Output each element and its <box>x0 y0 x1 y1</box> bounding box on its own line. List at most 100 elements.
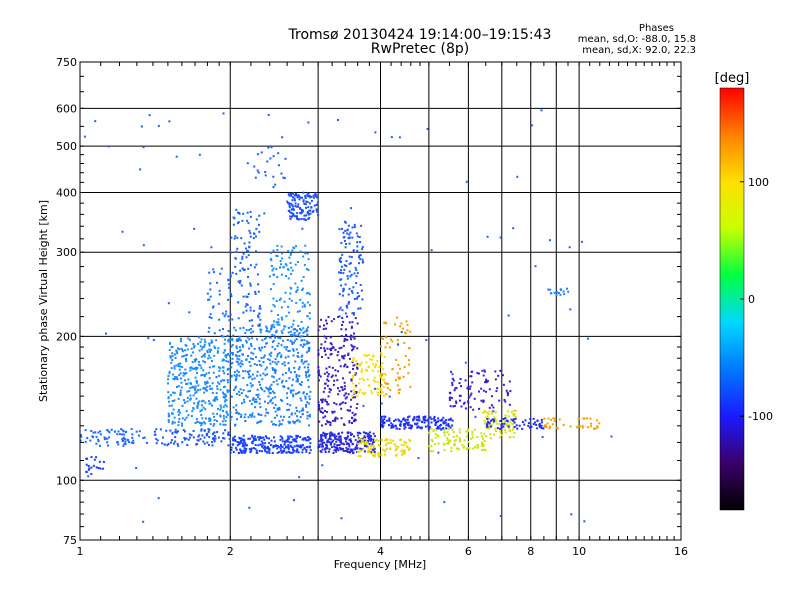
data-point <box>121 429 124 432</box>
data-point <box>329 353 332 356</box>
data-point <box>171 359 174 362</box>
data-point <box>170 439 173 442</box>
data-point <box>304 397 307 400</box>
data-point <box>203 387 206 390</box>
data-point <box>292 214 295 217</box>
data-point <box>254 406 257 409</box>
data-point <box>328 387 331 390</box>
data-point <box>491 418 494 421</box>
data-point <box>388 395 391 398</box>
data-point <box>258 438 261 441</box>
data-point <box>409 424 412 427</box>
data-point <box>270 310 273 313</box>
data-point <box>135 466 138 469</box>
data-point <box>268 392 271 395</box>
data-point <box>116 441 119 444</box>
data-point <box>238 354 241 357</box>
data-point <box>275 330 278 333</box>
data-point <box>276 276 279 279</box>
data-point <box>390 426 393 429</box>
data-point <box>486 418 489 421</box>
data-point <box>199 345 202 348</box>
data-point <box>436 434 439 437</box>
data-point <box>346 431 349 434</box>
data-point <box>215 419 218 422</box>
data-point <box>98 444 101 447</box>
data-point <box>287 362 290 365</box>
data-point <box>276 414 279 417</box>
data-point <box>352 313 355 316</box>
data-point <box>173 416 176 419</box>
data-point <box>257 283 260 286</box>
data-point <box>426 127 429 130</box>
data-point <box>95 442 98 445</box>
data-point <box>191 361 194 364</box>
data-point <box>529 418 532 421</box>
data-point <box>106 441 109 444</box>
data-point <box>385 393 388 396</box>
data-point <box>130 428 133 431</box>
data-point <box>513 421 516 424</box>
data-point <box>239 261 242 264</box>
data-point <box>359 363 362 366</box>
data-point <box>506 420 509 423</box>
data-point <box>549 288 552 291</box>
data-point <box>270 420 273 423</box>
data-point <box>430 428 433 431</box>
data-point <box>223 372 226 375</box>
data-point <box>346 338 349 341</box>
data-point <box>307 195 310 198</box>
data-point <box>272 175 275 178</box>
data-point <box>338 315 341 318</box>
data-point <box>204 408 207 411</box>
data-point <box>371 355 374 358</box>
data-point <box>312 194 315 197</box>
data-point <box>291 446 294 449</box>
data-point <box>413 417 416 420</box>
data-point <box>235 448 238 451</box>
data-point <box>474 415 477 418</box>
data-point <box>192 429 195 432</box>
data-point <box>255 338 258 341</box>
data-point <box>209 423 212 426</box>
data-point <box>502 383 505 386</box>
data-point <box>209 418 212 421</box>
data-point <box>290 299 293 302</box>
data-point <box>306 414 309 417</box>
data-point <box>288 194 291 197</box>
data-point <box>273 326 276 329</box>
data-point <box>252 397 255 400</box>
data-point <box>258 346 261 349</box>
data-point <box>351 417 354 420</box>
data-point <box>466 446 469 449</box>
data-point <box>268 387 271 390</box>
data-point <box>553 417 556 420</box>
data-point <box>324 398 327 401</box>
data-point <box>196 439 199 442</box>
data-point <box>222 335 225 338</box>
data-point <box>596 426 599 429</box>
data-point <box>346 315 349 318</box>
data-point <box>257 171 260 174</box>
data-point <box>507 314 510 317</box>
data-point <box>451 424 454 427</box>
data-point <box>246 303 249 306</box>
data-point <box>469 406 472 409</box>
data-point <box>344 363 347 366</box>
data-point <box>173 421 176 424</box>
data-point <box>239 349 242 352</box>
data-point <box>178 408 181 411</box>
data-point <box>121 433 124 436</box>
data-point <box>504 414 507 417</box>
data-point <box>318 405 321 408</box>
data-point <box>482 389 485 392</box>
data-point <box>380 420 383 423</box>
data-point <box>379 387 382 390</box>
data-point <box>321 398 324 401</box>
data-point <box>508 403 511 406</box>
data-point <box>563 293 566 296</box>
data-point <box>118 433 121 436</box>
data-point <box>347 448 350 451</box>
data-point <box>292 323 295 326</box>
